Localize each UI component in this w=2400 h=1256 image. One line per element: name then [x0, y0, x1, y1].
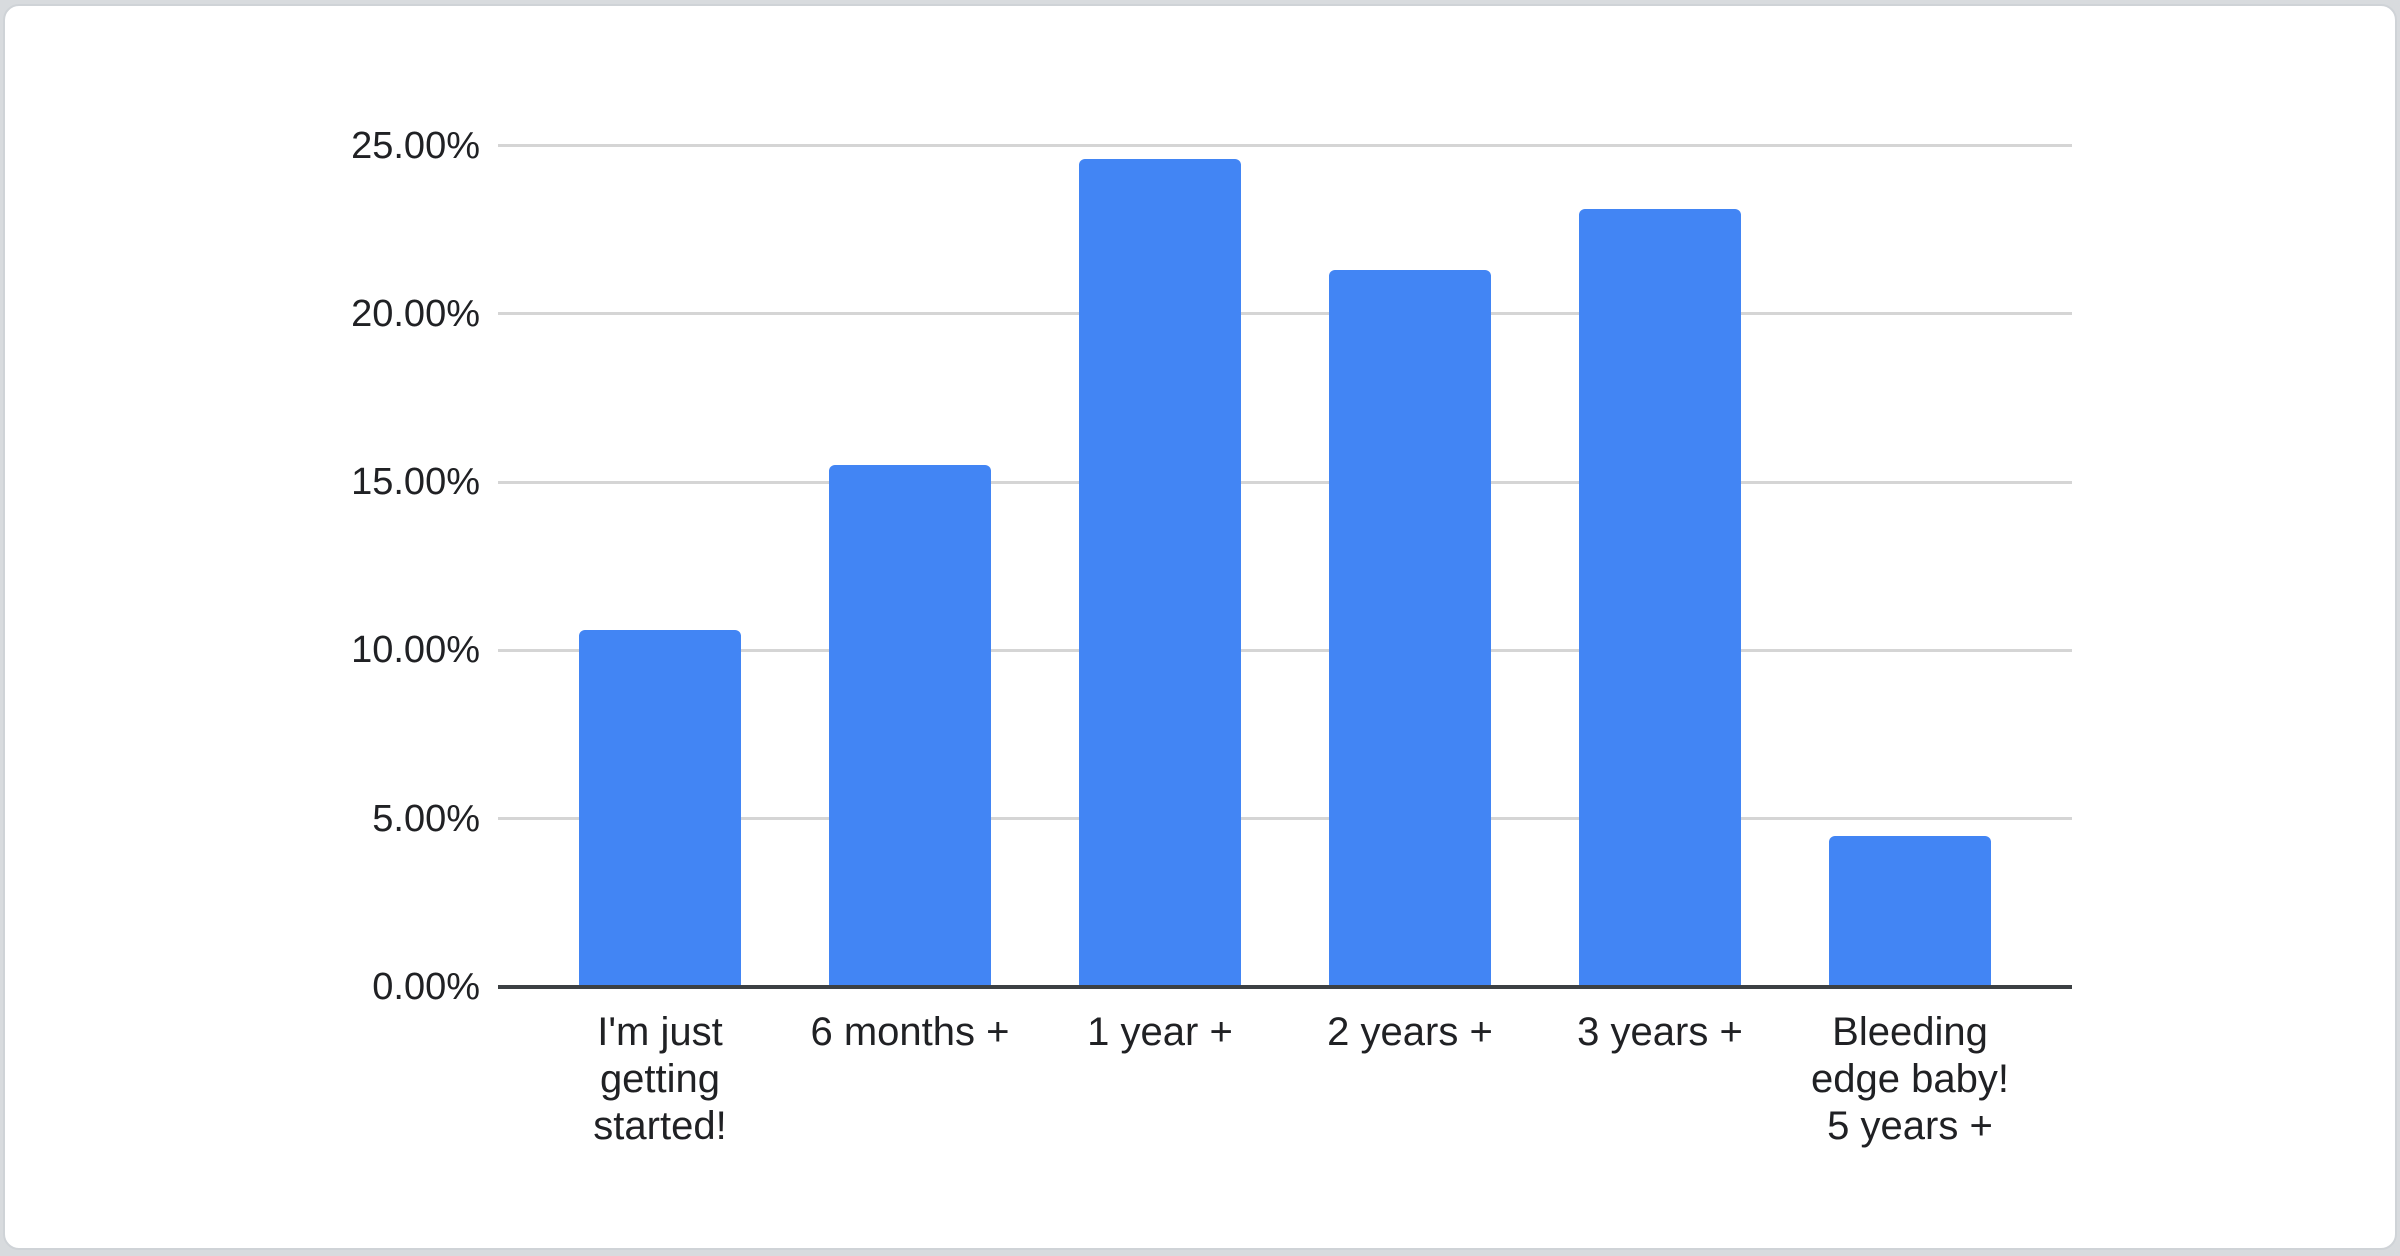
gridline-15-percent — [498, 481, 2072, 484]
bar-bleeding-edge-5-years-plus[interactable] — [1829, 836, 1991, 987]
bar-3-years-plus[interactable] — [1579, 209, 1741, 987]
y-tick-label-10: 10.00% — [351, 629, 480, 671]
gridline-25-percent — [498, 144, 2072, 147]
bar-chart: 25.00% 20.00% 15.00% 10.00% 5.00% 0.00% — [5, 6, 2395, 1248]
y-tick-label-20: 20.00% — [351, 293, 480, 335]
x-label-2-years-plus: 2 years + — [1327, 1010, 1493, 1054]
bar-1-year-plus[interactable] — [1079, 159, 1241, 987]
bar-band — [535, 145, 785, 987]
bar-2-years-plus[interactable] — [1329, 270, 1491, 987]
gridline-10-percent — [498, 649, 2072, 652]
y-tick-label-25: 25.00% — [351, 125, 480, 167]
y-tick-label-15: 15.00% — [351, 461, 480, 503]
x-label-bleeding-edge-5-years-plus: Bleeding edge baby! 5 years + — [1811, 1010, 2009, 1148]
bar-band — [785, 145, 1035, 987]
x-label-6-months-plus: 6 months + — [810, 1010, 1010, 1054]
bar-band — [1535, 145, 1785, 987]
gridline-20-percent — [498, 312, 2072, 315]
x-axis-line — [498, 985, 2072, 989]
x-label-im-just-getting-started: I'm just getting started! — [593, 1010, 727, 1148]
bar-band — [1035, 145, 1285, 987]
bar-band — [1285, 145, 1535, 987]
x-label-3-years-plus: 3 years + — [1577, 1010, 1743, 1054]
y-tick-label-5: 5.00% — [372, 798, 480, 840]
plot-area — [498, 145, 2072, 987]
y-tick-label-0: 0.00% — [372, 966, 480, 1008]
gridline-5-percent — [498, 817, 2072, 820]
bar-im-just-getting-started[interactable] — [579, 630, 741, 987]
bar-band — [1785, 145, 2035, 987]
x-axis-labels: I'm just getting started! 6 months + 1 y… — [498, 1009, 2072, 1150]
chart-card: 25.00% 20.00% 15.00% 10.00% 5.00% 0.00% — [3, 4, 2397, 1250]
x-label-1-year-plus: 1 year + — [1087, 1010, 1233, 1054]
bar-6-months-plus[interactable] — [829, 465, 991, 987]
